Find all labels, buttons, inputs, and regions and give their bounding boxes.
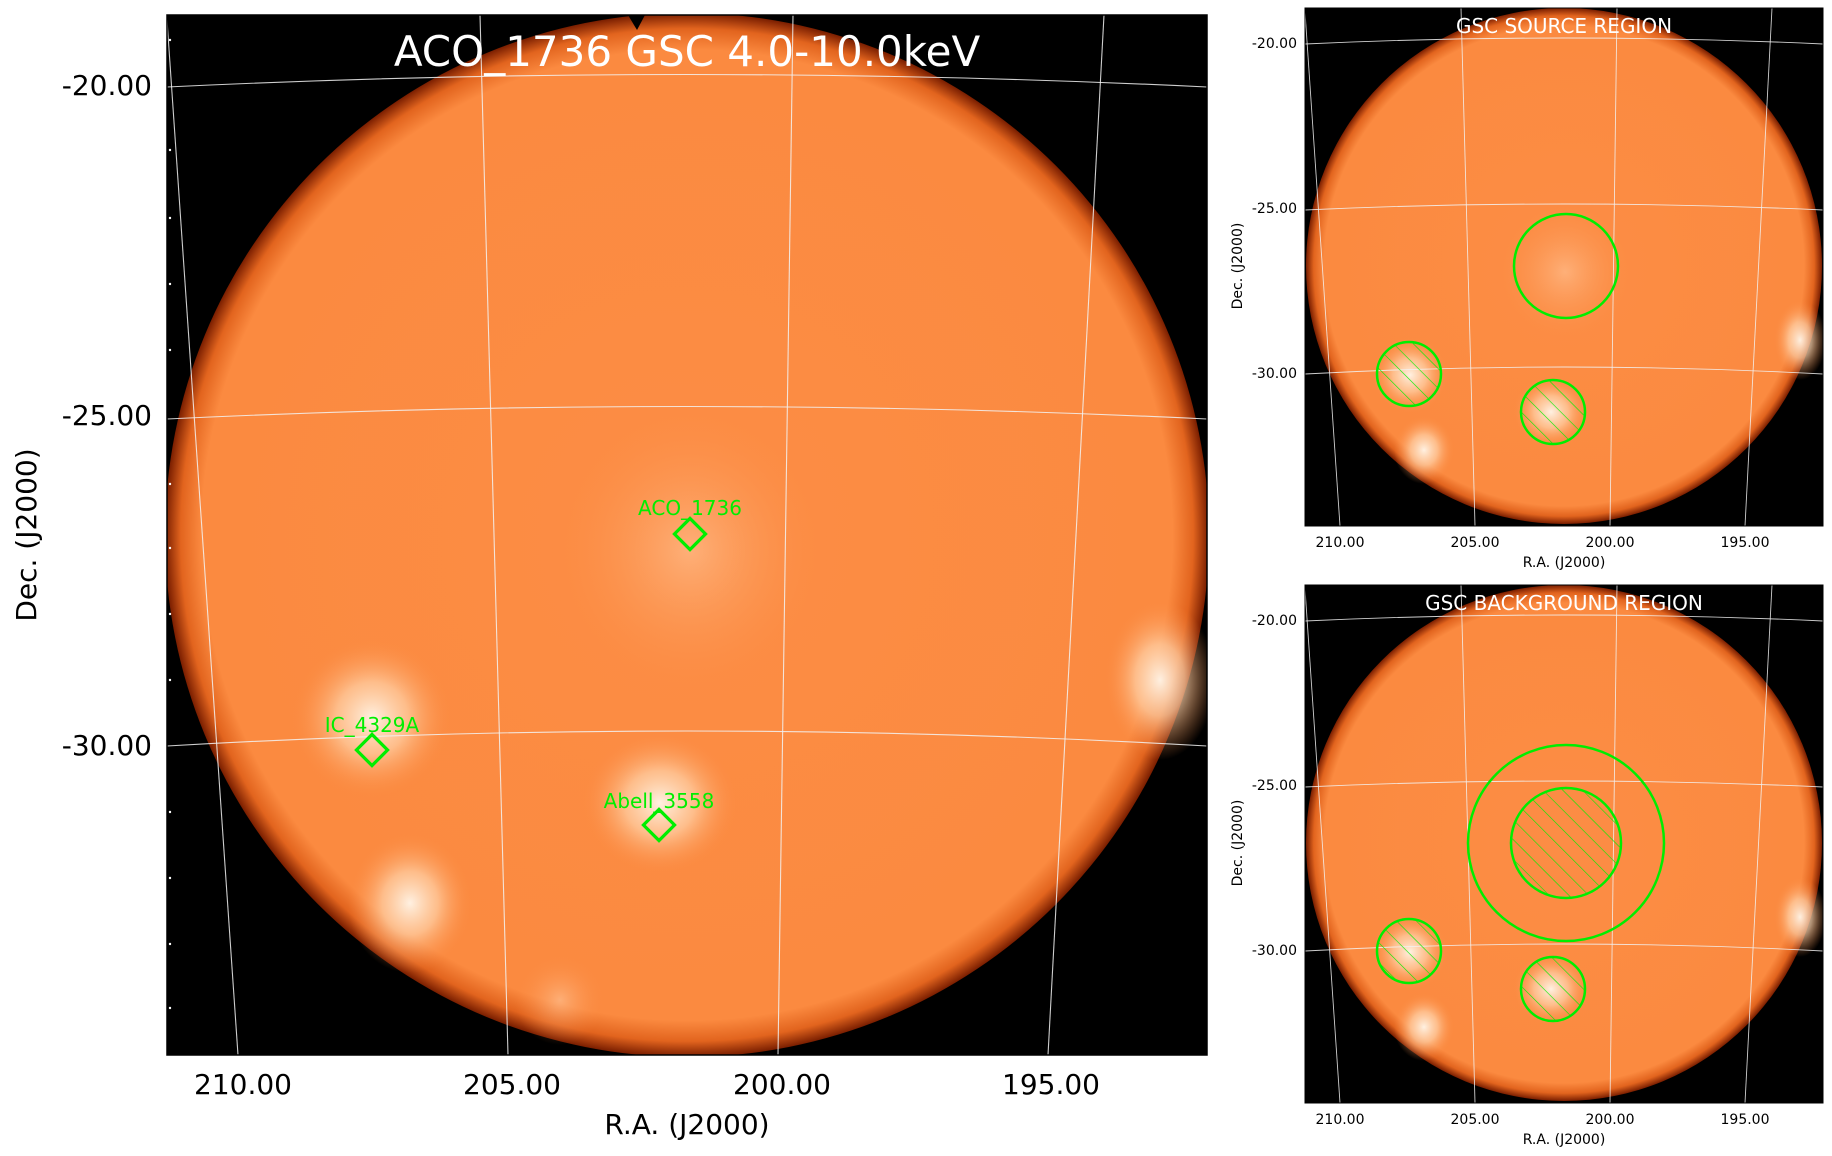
source-frame [1304,7,1824,527]
main-y-tick-minus20: -20.00 [62,69,152,102]
background-bright-spot-right-edge [1774,877,1823,957]
main-x-tick-200: 200.00 [733,1068,831,1101]
source-y-tick-minus20: -20.00 [1252,36,1297,52]
source-bright-spot-lower-left [1394,416,1454,484]
source-coordinate-grid [1305,8,1823,526]
source-label-aco1736: ACO_1736 [638,496,742,520]
grid-ra-195 [1047,15,1105,1055]
source-region-panel: GSC SOURCE REGION 210.00 205.00 200.00 1… [1230,7,1824,571]
source-x-axis-label: R.A. (J2000) [1523,555,1606,571]
source-x-tick-195: 195.00 [1721,535,1770,551]
main-x-tick-210: 210.00 [194,1068,292,1101]
background-coordinate-grid [1305,585,1823,1103]
main-x-axis-label: R.A. (J2000) [604,1108,769,1141]
source-marker-abell3558 [641,807,677,843]
main-faint-spot-bottom [515,955,605,1045]
source-faint-glow-aco1736 [1495,200,1635,344]
main-y-axis-label: Dec. (J2000) [10,448,43,621]
main-bright-spot-ic4329a [292,638,452,798]
background-annulus-inner-excluded [1509,786,1623,900]
source-y-tick-labels: -20.00 -25.00 -30.00 [1252,36,1297,382]
background-annulus-outer [1466,743,1666,943]
background-y-tick-minus25: -25.00 [1252,778,1297,794]
background-frame [1304,584,1824,1104]
background-region-panel: GSC BACKGROUND REGION 210.00 205.00 200.… [1230,584,1824,1148]
main-minor-ticks [168,38,172,1010]
grid-ra-210 [167,19,239,1055]
background-excluded-region-ic4329a [1375,917,1443,985]
background-x-tick-labels: 210.00 205.00 200.00 195.00 [1316,1112,1770,1128]
main-x-tick-195: 195.00 [1002,1068,1100,1101]
main-x-tick-labels: 210.00 205.00 200.00 195.00 [194,1068,1100,1101]
grid-dec-minus-30 [167,730,1207,747]
background-panel-title: GSC BACKGROUND REGION [1425,591,1703,615]
main-y-tick-minus30: -30.00 [62,729,152,762]
source-panel-title: GSC SOURCE REGION [1456,14,1672,38]
source-y-tick-minus30: -30.00 [1252,366,1297,382]
main-title: ACO_1736 GSC 4.0-10.0keV [394,27,981,76]
background-x-tick-200: 200.00 [1586,1112,1635,1128]
source-excluded-region-abell3558 [1519,378,1587,446]
source-label-abell3558: Abell_3558 [604,789,715,813]
background-excluded-region-abell3558 [1519,955,1587,1023]
background-y-axis-label: Dec. (J2000) [1230,800,1246,887]
background-bright-spot-lower-left [1394,993,1454,1061]
background-x-axis-label: R.A. (J2000) [1523,1132,1606,1148]
background-y-tick-minus30: -30.00 [1252,943,1297,959]
grid-dec-minus-25 [167,405,1207,420]
grid-ra-200 [777,15,794,1055]
main-source-markers [354,516,708,843]
source-marker-ic4329a [354,732,390,768]
source-bright-spot-right-edge [1774,300,1823,380]
main-bright-spot-abell3558 [582,731,738,875]
source-marker-aco1736 [672,516,708,552]
source-x-tick-labels: 210.00 205.00 200.00 195.00 [1316,535,1770,551]
source-excluded-region-ic4329a [1375,340,1443,408]
source-region-circle [1512,212,1620,320]
background-x-tick-210: 210.00 [1316,1112,1365,1128]
main-y-tick-minus25: -25.00 [62,399,152,432]
background-x-tick-205: 205.00 [1451,1112,1500,1128]
main-bright-spot-right-edge [1105,600,1207,760]
source-label-ic4329a: IC_4329A [325,713,420,737]
main-coordinate-grid [167,15,1207,1055]
main-disk-notch [628,15,645,30]
grid-dec-minus-20 [167,73,1207,88]
source-y-axis-label: Dec. (J2000) [1230,223,1246,310]
source-x-tick-210: 210.00 [1316,535,1365,551]
main-image-panel: ACO_1736 IC_4329A Abell_3558 ACO_1736 GS… [10,14,1208,1141]
source-x-tick-200: 200.00 [1586,535,1635,551]
source-x-tick-205: 205.00 [1451,535,1500,551]
main-y-tick-labels: -20.00 -25.00 -30.00 [62,69,152,762]
background-y-tick-labels: -20.00 -25.00 -30.00 [1252,613,1297,959]
background-x-tick-195: 195.00 [1721,1112,1770,1128]
grid-ra-205 [479,15,509,1055]
main-bright-spot-lower-left [348,833,472,973]
source-y-tick-minus25: -25.00 [1252,201,1297,217]
background-y-tick-minus20: -20.00 [1252,613,1297,629]
main-frame [166,14,1208,1056]
main-x-tick-205: 205.00 [463,1068,561,1101]
